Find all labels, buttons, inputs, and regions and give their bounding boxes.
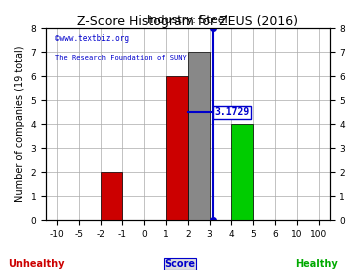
Bar (231, 124, 253, 220)
Text: Unhealthy: Unhealthy (8, 259, 64, 269)
Title: Z-Score Histogram for ZEUS (2016): Z-Score Histogram for ZEUS (2016) (77, 15, 298, 28)
Text: The Research Foundation of SUNY: The Research Foundation of SUNY (54, 55, 186, 61)
Text: ©www.textbiz.org: ©www.textbiz.org (54, 34, 129, 43)
Text: Healthy: Healthy (296, 259, 338, 269)
Text: Industry: Steel: Industry: Steel (147, 15, 228, 25)
Y-axis label: Number of companies (19 total): Number of companies (19 total) (15, 46, 25, 202)
Text: Score: Score (165, 259, 195, 269)
Bar (100, 172, 122, 220)
Bar (188, 52, 210, 220)
Text: 3.1729: 3.1729 (215, 107, 250, 117)
Bar (166, 76, 188, 220)
